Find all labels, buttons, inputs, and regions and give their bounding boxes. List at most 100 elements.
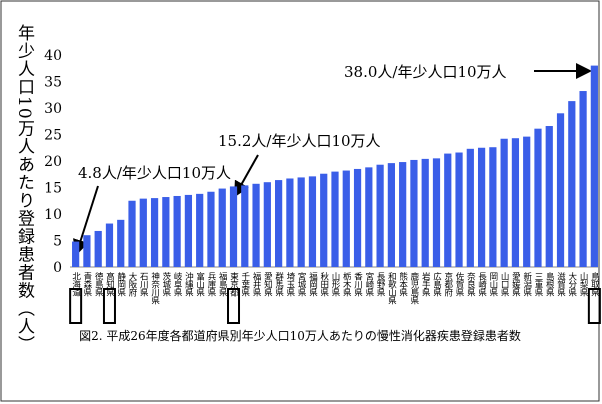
bar [466, 148, 474, 267]
x-tick-label: 広島県 [431, 271, 441, 297]
x-tick-label: 香川県 [353, 271, 363, 297]
bar [286, 178, 294, 267]
x-tick-label: 富山県 [195, 271, 205, 297]
x-tick-label: 兵庫県 [206, 271, 216, 297]
x-tick-label: 青森県 [82, 271, 92, 297]
bar [500, 138, 508, 267]
x-tick-label: 長野県 [375, 272, 385, 297]
bar [568, 101, 576, 267]
x-tick-label: 千葉県 [240, 271, 250, 297]
bar [150, 198, 159, 267]
y-tick-label: 15 [44, 181, 62, 197]
bar [94, 230, 102, 267]
bar [353, 168, 362, 267]
x-tick-label: 岩手県 [420, 271, 430, 297]
bar [342, 170, 350, 267]
bar [72, 241, 80, 267]
bar [218, 188, 226, 267]
y-tick-label: 0 [53, 260, 62, 276]
y-tick-label: 25 [44, 128, 62, 144]
x-tick-label: 神奈川県 [150, 271, 160, 305]
label-box [102, 288, 116, 324]
bar [83, 235, 91, 267]
x-tick-label: 高知県 [104, 271, 114, 297]
bar [489, 147, 497, 267]
bar [184, 194, 193, 267]
y-tick-label: 35 [44, 75, 62, 91]
x-tick-label: 岡山県 [488, 272, 498, 297]
bar [173, 195, 181, 267]
x-tick-label: 三重県 [533, 272, 543, 297]
x-tick-label: 茨城県 [161, 271, 171, 297]
bar [444, 153, 452, 267]
x-tick-label: 北海道 [71, 272, 81, 297]
bar [105, 223, 114, 267]
bar [545, 126, 553, 268]
x-tick-label: 石川県 [138, 272, 148, 297]
x-tick-label: 島根県 [544, 271, 554, 297]
x-tick-label: 熊本県 [398, 271, 408, 297]
x-tick-label: 宮城県 [296, 271, 306, 297]
annotation: 38.0人/年少人口10万人 [344, 63, 507, 81]
bar [421, 158, 429, 267]
annotation: 4.8人/年少人口10万人 [78, 164, 231, 182]
arrow [73, 185, 99, 256]
bar [128, 200, 136, 267]
x-tick-label: 福岡県 [307, 271, 317, 297]
y-tick-label: 20 [44, 154, 62, 170]
bar [432, 158, 441, 267]
bar [297, 177, 305, 267]
bar [556, 113, 565, 267]
x-tick-label: 新潟県 [522, 271, 532, 297]
bar [320, 173, 328, 267]
x-tick-label: 佐賀県 [454, 271, 464, 297]
x-tick-label: 栃木県 [341, 271, 351, 297]
x-tick-label: 東京都 [229, 271, 239, 297]
x-tick-label: 福島県 [217, 271, 227, 297]
x-tick-label: 鹿児島県 [409, 271, 419, 305]
annotation: 15.2人/年少人口10万人 [218, 132, 381, 150]
bar [308, 176, 317, 267]
bar [252, 183, 260, 267]
x-tick-label: 愛媛県 [510, 271, 520, 297]
x-tick-label: 山梨県 [578, 271, 588, 297]
bar [275, 180, 283, 267]
bar [387, 163, 395, 267]
bar [162, 197, 170, 267]
x-tick-label: 徳島県 [93, 271, 103, 297]
label-box [227, 288, 241, 324]
bar [365, 167, 373, 267]
x-tick-label: 京都府 [443, 271, 453, 297]
x-tick-label: 和歌山県 [386, 272, 396, 305]
bar [376, 164, 384, 267]
bar [207, 191, 215, 267]
x-tick-label: 沖縄県 [183, 271, 193, 297]
y-tick-label: 10 [44, 207, 62, 223]
arrow [234, 154, 259, 198]
x-tick-label: 長崎県 [477, 272, 487, 297]
x-tick-label: 埼玉県 [285, 271, 295, 297]
bar [579, 91, 587, 267]
x-tick-label: 山形県 [330, 271, 340, 297]
x-tick-label: 秋田県 [319, 271, 329, 297]
bar [534, 128, 542, 267]
x-tick-label: 福井県 [251, 271, 261, 297]
x-tick-label: 宮崎県 [364, 271, 374, 297]
bar [241, 185, 249, 267]
label-box [587, 288, 601, 324]
x-tick-label: 大分県 [567, 271, 577, 297]
bar [410, 159, 418, 267]
bar [331, 171, 339, 267]
x-tick-label: 岐阜県 [172, 271, 182, 297]
bar [477, 147, 486, 267]
bar [455, 152, 463, 267]
y-tick-label: 30 [44, 101, 62, 117]
label-box [69, 288, 83, 324]
bar [117, 219, 125, 267]
y-tick-label: 40 [44, 48, 62, 64]
bar [590, 65, 598, 267]
bar [263, 182, 271, 267]
bar [399, 162, 407, 267]
x-tick-label: 奈良県 [465, 271, 475, 297]
